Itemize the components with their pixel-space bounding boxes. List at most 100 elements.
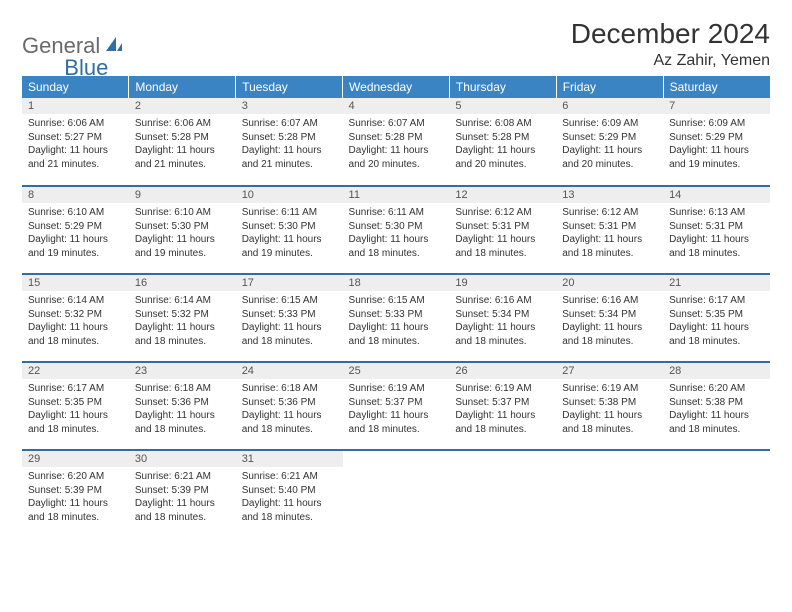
day-number: 23 bbox=[129, 363, 236, 379]
day-info: Sunrise: 6:18 AMSunset: 5:36 PMDaylight:… bbox=[129, 379, 236, 442]
day-number: 14 bbox=[663, 187, 770, 203]
calendar-day-cell: 22Sunrise: 6:17 AMSunset: 5:35 PMDayligh… bbox=[22, 362, 129, 450]
sunset-text: Sunset: 5:28 PM bbox=[135, 131, 230, 145]
sunset-text: Sunset: 5:40 PM bbox=[242, 484, 337, 498]
day-number: 27 bbox=[556, 363, 663, 379]
sunset-text: Sunset: 5:30 PM bbox=[242, 220, 337, 234]
day-info: Sunrise: 6:21 AMSunset: 5:39 PMDaylight:… bbox=[129, 467, 236, 530]
sunset-text: Sunset: 5:32 PM bbox=[135, 308, 230, 322]
daylight-text: Daylight: 11 hours and 18 minutes. bbox=[669, 321, 764, 348]
day-number: 12 bbox=[449, 187, 556, 203]
sunrise-text: Sunrise: 6:16 AM bbox=[455, 294, 550, 308]
calendar-day-cell: 8Sunrise: 6:10 AMSunset: 5:29 PMDaylight… bbox=[22, 186, 129, 274]
sunset-text: Sunset: 5:37 PM bbox=[455, 396, 550, 410]
weekday-header: Saturday bbox=[663, 76, 770, 98]
daylight-text: Daylight: 11 hours and 18 minutes. bbox=[135, 409, 230, 436]
day-number: 4 bbox=[343, 98, 450, 114]
day-number: 13 bbox=[556, 187, 663, 203]
calendar-day-cell: 23Sunrise: 6:18 AMSunset: 5:36 PMDayligh… bbox=[129, 362, 236, 450]
sunrise-text: Sunrise: 6:18 AM bbox=[135, 382, 230, 396]
calendar-week-row: 8Sunrise: 6:10 AMSunset: 5:29 PMDaylight… bbox=[22, 186, 770, 274]
daylight-text: Daylight: 11 hours and 21 minutes. bbox=[28, 144, 123, 171]
day-info: Sunrise: 6:21 AMSunset: 5:40 PMDaylight:… bbox=[236, 467, 343, 530]
daylight-text: Daylight: 11 hours and 20 minutes. bbox=[349, 144, 444, 171]
calendar-day-cell: 21Sunrise: 6:17 AMSunset: 5:35 PMDayligh… bbox=[663, 274, 770, 362]
sunrise-text: Sunrise: 6:07 AM bbox=[242, 117, 337, 131]
sunset-text: Sunset: 5:29 PM bbox=[669, 131, 764, 145]
sunrise-text: Sunrise: 6:17 AM bbox=[669, 294, 764, 308]
daylight-text: Daylight: 11 hours and 18 minutes. bbox=[669, 233, 764, 260]
weekday-header: Friday bbox=[556, 76, 663, 98]
weekday-header: Tuesday bbox=[236, 76, 343, 98]
day-number: 1 bbox=[22, 98, 129, 114]
calendar-day-cell: 4Sunrise: 6:07 AMSunset: 5:28 PMDaylight… bbox=[343, 98, 450, 186]
calendar-day-cell: 26Sunrise: 6:19 AMSunset: 5:37 PMDayligh… bbox=[449, 362, 556, 450]
logo-text-blue: Blue bbox=[64, 55, 108, 81]
sunrise-text: Sunrise: 6:11 AM bbox=[349, 206, 444, 220]
calendar-day-cell: 19Sunrise: 6:16 AMSunset: 5:34 PMDayligh… bbox=[449, 274, 556, 362]
page-header: General Blue December 2024 Az Zahir, Yem… bbox=[22, 18, 770, 70]
daylight-text: Daylight: 11 hours and 18 minutes. bbox=[562, 233, 657, 260]
sunset-text: Sunset: 5:37 PM bbox=[349, 396, 444, 410]
sunrise-text: Sunrise: 6:21 AM bbox=[135, 470, 230, 484]
day-number: 19 bbox=[449, 275, 556, 291]
day-info: Sunrise: 6:15 AMSunset: 5:33 PMDaylight:… bbox=[236, 291, 343, 354]
sunrise-text: Sunrise: 6:15 AM bbox=[242, 294, 337, 308]
daylight-text: Daylight: 11 hours and 21 minutes. bbox=[242, 144, 337, 171]
sunset-text: Sunset: 5:29 PM bbox=[28, 220, 123, 234]
sunrise-text: Sunrise: 6:13 AM bbox=[669, 206, 764, 220]
calendar-day-cell: 25Sunrise: 6:19 AMSunset: 5:37 PMDayligh… bbox=[343, 362, 450, 450]
calendar-week-row: 29Sunrise: 6:20 AMSunset: 5:39 PMDayligh… bbox=[22, 450, 770, 538]
day-info: Sunrise: 6:16 AMSunset: 5:34 PMDaylight:… bbox=[556, 291, 663, 354]
day-info: Sunrise: 6:13 AMSunset: 5:31 PMDaylight:… bbox=[663, 203, 770, 266]
sunrise-text: Sunrise: 6:12 AM bbox=[455, 206, 550, 220]
sunset-text: Sunset: 5:31 PM bbox=[455, 220, 550, 234]
calendar-day-cell: 6Sunrise: 6:09 AMSunset: 5:29 PMDaylight… bbox=[556, 98, 663, 186]
day-info: Sunrise: 6:12 AMSunset: 5:31 PMDaylight:… bbox=[556, 203, 663, 266]
day-info: Sunrise: 6:11 AMSunset: 5:30 PMDaylight:… bbox=[236, 203, 343, 266]
sunrise-text: Sunrise: 6:07 AM bbox=[349, 117, 444, 131]
calendar-day-cell: 12Sunrise: 6:12 AMSunset: 5:31 PMDayligh… bbox=[449, 186, 556, 274]
daylight-text: Daylight: 11 hours and 20 minutes. bbox=[562, 144, 657, 171]
daylight-text: Daylight: 11 hours and 18 minutes. bbox=[455, 409, 550, 436]
day-number: 29 bbox=[22, 451, 129, 467]
calendar-day-cell: 15Sunrise: 6:14 AMSunset: 5:32 PMDayligh… bbox=[22, 274, 129, 362]
day-number: 10 bbox=[236, 187, 343, 203]
calendar-day-cell: 18Sunrise: 6:15 AMSunset: 5:33 PMDayligh… bbox=[343, 274, 450, 362]
sunset-text: Sunset: 5:35 PM bbox=[28, 396, 123, 410]
sunrise-text: Sunrise: 6:14 AM bbox=[135, 294, 230, 308]
day-number: 2 bbox=[129, 98, 236, 114]
day-info: Sunrise: 6:14 AMSunset: 5:32 PMDaylight:… bbox=[129, 291, 236, 354]
daylight-text: Daylight: 11 hours and 18 minutes. bbox=[562, 409, 657, 436]
sunset-text: Sunset: 5:28 PM bbox=[242, 131, 337, 145]
calendar-table: Sunday Monday Tuesday Wednesday Thursday… bbox=[22, 76, 770, 538]
calendar-day-cell: 10Sunrise: 6:11 AMSunset: 5:30 PMDayligh… bbox=[236, 186, 343, 274]
weekday-header: Monday bbox=[129, 76, 236, 98]
sunset-text: Sunset: 5:33 PM bbox=[242, 308, 337, 322]
daylight-text: Daylight: 11 hours and 18 minutes. bbox=[562, 321, 657, 348]
calendar-day-cell: 11Sunrise: 6:11 AMSunset: 5:30 PMDayligh… bbox=[343, 186, 450, 274]
day-info: Sunrise: 6:10 AMSunset: 5:30 PMDaylight:… bbox=[129, 203, 236, 266]
daylight-text: Daylight: 11 hours and 19 minutes. bbox=[135, 233, 230, 260]
day-info: Sunrise: 6:16 AMSunset: 5:34 PMDaylight:… bbox=[449, 291, 556, 354]
day-number: 21 bbox=[663, 275, 770, 291]
day-number: 5 bbox=[449, 98, 556, 114]
sunrise-text: Sunrise: 6:20 AM bbox=[28, 470, 123, 484]
daylight-text: Daylight: 11 hours and 18 minutes. bbox=[455, 321, 550, 348]
day-number: 31 bbox=[236, 451, 343, 467]
daylight-text: Daylight: 11 hours and 19 minutes. bbox=[242, 233, 337, 260]
sunrise-text: Sunrise: 6:12 AM bbox=[562, 206, 657, 220]
sunrise-text: Sunrise: 6:06 AM bbox=[28, 117, 123, 131]
sunrise-text: Sunrise: 6:19 AM bbox=[562, 382, 657, 396]
sunset-text: Sunset: 5:31 PM bbox=[669, 220, 764, 234]
day-info: Sunrise: 6:11 AMSunset: 5:30 PMDaylight:… bbox=[343, 203, 450, 266]
sunrise-text: Sunrise: 6:09 AM bbox=[669, 117, 764, 131]
daylight-text: Daylight: 11 hours and 21 minutes. bbox=[135, 144, 230, 171]
sunset-text: Sunset: 5:36 PM bbox=[135, 396, 230, 410]
daylight-text: Daylight: 11 hours and 18 minutes. bbox=[349, 321, 444, 348]
day-number: 11 bbox=[343, 187, 450, 203]
calendar-day-cell: 27Sunrise: 6:19 AMSunset: 5:38 PMDayligh… bbox=[556, 362, 663, 450]
calendar-day-cell: 24Sunrise: 6:18 AMSunset: 5:36 PMDayligh… bbox=[236, 362, 343, 450]
sunrise-text: Sunrise: 6:16 AM bbox=[562, 294, 657, 308]
sunset-text: Sunset: 5:38 PM bbox=[669, 396, 764, 410]
